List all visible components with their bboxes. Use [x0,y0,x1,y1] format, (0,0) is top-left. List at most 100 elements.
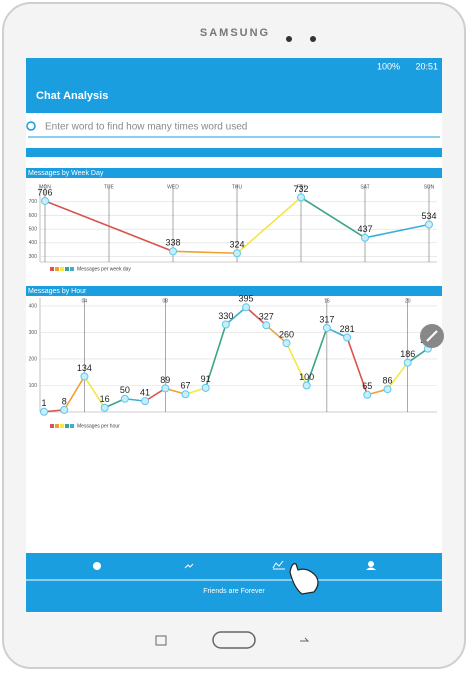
legend-swatch [65,424,69,428]
line-segment [63,376,86,411]
y-tick-label: 300 [29,330,38,336]
x-tick-label: FRI [297,184,305,190]
y-tick-label: 200 [29,356,38,362]
value-label: 338 [165,238,180,248]
value-label: 281 [340,324,355,334]
nav-icon[interactable] [93,562,101,570]
value-label: 100 [299,372,314,382]
back-button[interactable] [300,637,310,642]
divider-bar [26,148,442,157]
recent-button[interactable] [155,635,167,646]
app-title: Chat Analysis [36,90,108,102]
sensor [310,36,316,42]
data-point [80,372,89,381]
line-segment [225,306,247,326]
value-label: 330 [218,311,233,321]
data-point [403,358,412,367]
line-segment [364,223,430,239]
status-bar [26,58,442,75]
value-label: 395 [239,294,254,304]
data-point [361,233,369,242]
data-point [242,303,251,312]
line-segment [285,342,308,386]
nav-icon[interactable] [272,560,285,570]
value-label: 134 [77,363,92,373]
nav-icon[interactable] [184,563,194,569]
value-label: 8 [62,396,67,406]
line-segment [300,196,366,239]
line-segment [172,250,238,255]
data-point [40,407,49,416]
brand: SAMSUNG [200,27,270,39]
data-point [41,196,49,205]
search-icon [26,121,36,131]
footer-text: Friends are Forever [203,588,265,595]
x-tick-label: SUN [424,184,435,190]
line-segment [245,306,267,326]
value-label: 1 [42,398,47,408]
line-segment [407,347,429,364]
value-label: 732 [293,184,308,194]
touch-hand [289,563,319,595]
line-segment [236,196,302,254]
legend-swatch [60,267,64,271]
nav-icon[interactable] [368,561,374,567]
y-tick-label: 100 [29,383,38,389]
value-label: 706 [37,187,52,197]
value-label: 89 [160,375,170,385]
chart-title: Messages by Hour [28,288,87,295]
data-point [221,320,230,329]
legend-swatch [50,267,54,271]
value-label: 16 [100,394,110,404]
y-tick-label: 700 [29,199,38,205]
data-point [233,249,241,258]
edit-icon [426,330,438,342]
search-input[interactable]: Enter word to find how many times word u… [45,122,247,133]
legend-swatch [55,424,59,428]
legend-swatch [70,267,74,271]
data-point [161,384,170,393]
value-label: 437 [357,224,372,234]
value-label: 186 [400,349,415,359]
x-tick-label: THU [232,184,243,190]
data-point [201,383,210,392]
legend-swatch [55,267,59,271]
line-segment [265,324,288,344]
bottom-nav [26,553,442,612]
home-button[interactable] [212,631,256,649]
screen [26,58,442,613]
data-point [60,405,69,414]
x-tick-label: MON [39,184,51,190]
data-point [262,321,271,330]
y-tick-label: 400 [29,303,38,309]
x-tick-label: 08 [162,298,168,304]
legend-label: Messages per week day [77,266,131,272]
x-tick-label: WED [167,184,179,190]
value-label: 324 [229,240,244,250]
x-tick-label: 16 [324,298,330,304]
line-segment [386,362,409,390]
app-bar [26,75,442,113]
x-tick-label: SAT [360,184,369,190]
line-segment [204,324,227,389]
value-label: 327 [259,312,274,322]
data-point [282,339,291,348]
x-tick-label: TUE [104,184,115,190]
chart-header [26,168,442,178]
data-point [383,385,392,394]
data-point [297,193,305,202]
value-label: 91 [201,374,211,384]
data-point [169,247,177,256]
data-point [302,381,311,390]
legend-label: Messages per hour [77,423,120,429]
x-tick-label: 20 [405,298,411,304]
x-tick-label: 04 [82,298,88,304]
line-segment [305,327,328,386]
data-point [363,390,372,399]
legend-swatch [65,267,69,271]
chart-title: Messages by Week Day [28,170,104,177]
legend-swatch [70,424,74,428]
data-point [181,390,190,399]
value-label: 67 [180,381,190,391]
